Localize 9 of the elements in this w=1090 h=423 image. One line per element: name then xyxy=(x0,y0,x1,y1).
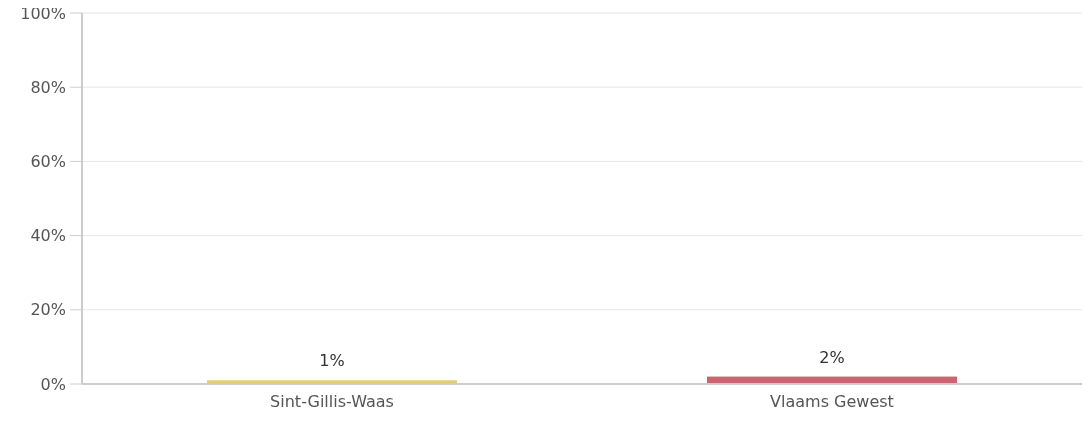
x-tick-label: Sint-Gillis-Waas xyxy=(270,392,394,411)
x-tick-label: Vlaams Gewest xyxy=(770,392,894,411)
data-label: 2% xyxy=(819,347,845,367)
y-tick-label: 60% xyxy=(30,152,66,171)
y-tick-label: 80% xyxy=(30,77,66,97)
data-label: 1% xyxy=(319,351,345,371)
y-tick-label: 40% xyxy=(30,226,66,246)
y-tick-label: 0% xyxy=(40,374,66,394)
y-tick-label: 20% xyxy=(30,300,66,320)
